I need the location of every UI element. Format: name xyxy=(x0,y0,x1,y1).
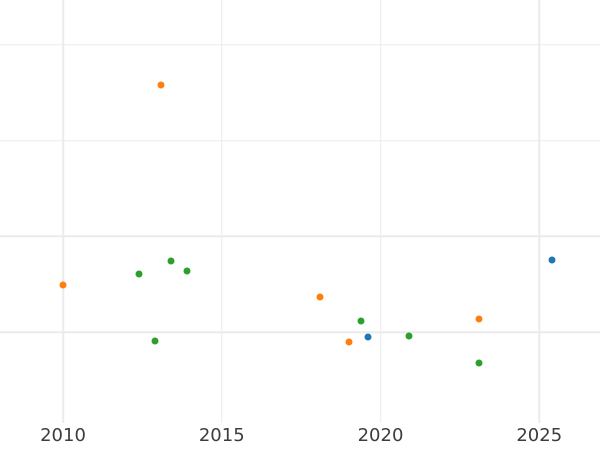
x-tick-label-2020: 2020 xyxy=(357,425,404,446)
gridline-horizontal xyxy=(0,235,600,238)
data-point-series-green xyxy=(183,267,191,275)
data-point-series-blue xyxy=(364,333,372,341)
x-axis: 2010 2015 2020 2025 xyxy=(0,423,600,450)
gridline-horizontal xyxy=(0,139,600,142)
data-point-series-green xyxy=(151,337,159,345)
gridline-vertical-2020 xyxy=(379,0,382,423)
gridline-vertical-2010 xyxy=(62,0,64,423)
data-point-series-orange xyxy=(345,338,353,346)
gridline-horizontal xyxy=(0,331,600,333)
x-tick-label-2015: 2015 xyxy=(198,425,245,446)
gridline-vertical-2025 xyxy=(538,0,540,423)
data-point-series-orange xyxy=(59,281,67,289)
data-point-series-orange xyxy=(157,81,165,89)
data-point-series-green xyxy=(167,257,175,265)
data-point-series-blue xyxy=(548,256,556,264)
data-point-series-orange xyxy=(316,293,324,301)
data-point-series-green xyxy=(135,270,143,278)
data-point-series-orange xyxy=(475,315,483,323)
plot-area xyxy=(0,0,600,423)
gridline-vertical-2015 xyxy=(221,0,223,423)
x-tick-label-2010: 2010 xyxy=(40,425,86,446)
gridline-horizontal xyxy=(0,44,600,46)
data-point-series-green xyxy=(357,317,365,325)
x-tick-label-2025: 2025 xyxy=(516,425,563,446)
data-point-series-green xyxy=(405,332,413,340)
data-point-series-green xyxy=(475,359,483,367)
